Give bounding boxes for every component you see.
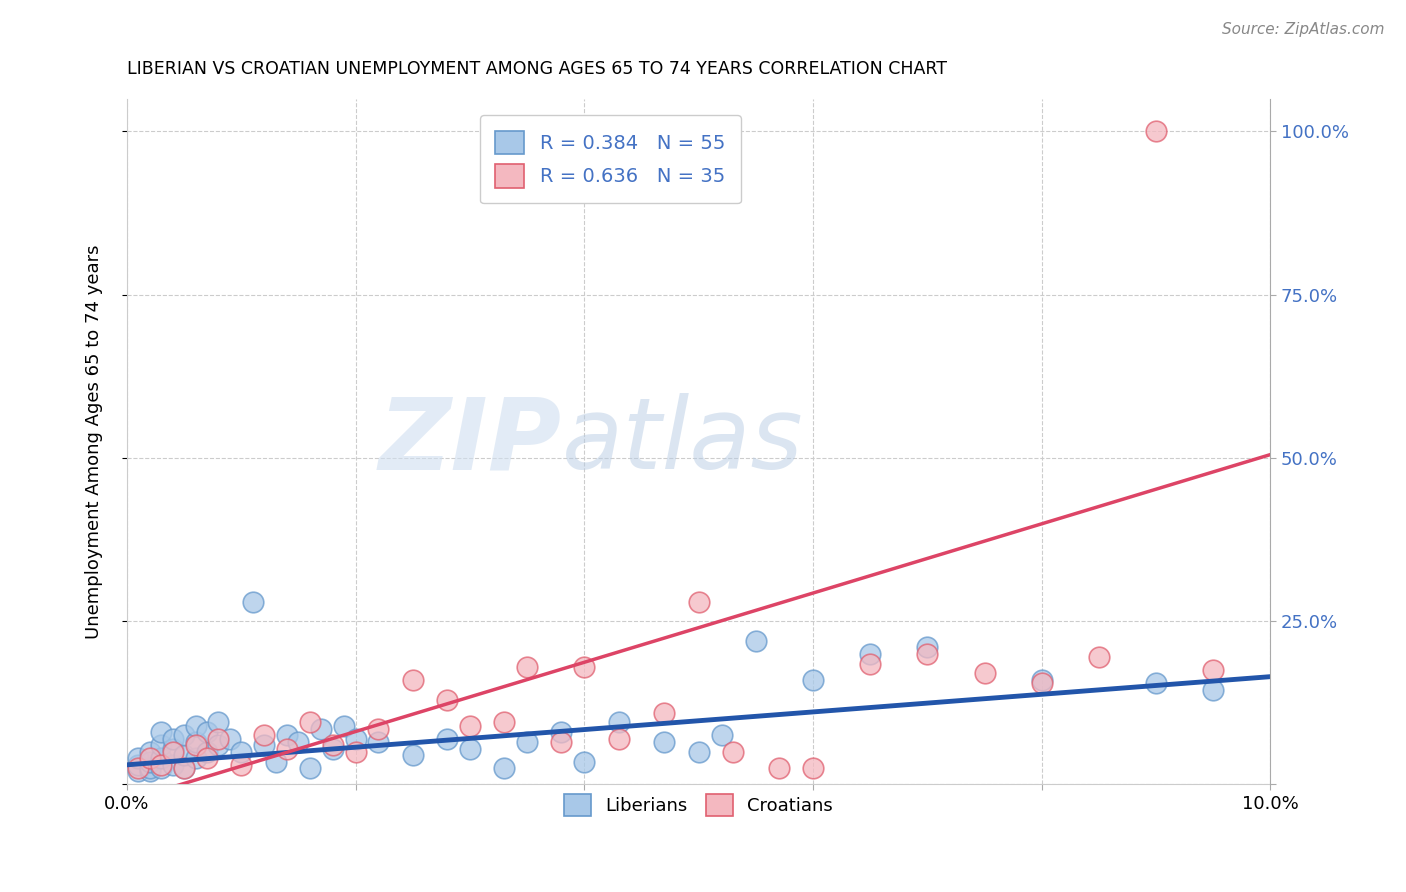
Point xyxy=(917,647,939,661)
Point xyxy=(195,751,218,765)
Point xyxy=(150,751,173,765)
Y-axis label: Unemployment Among Ages 65 to 74 years: Unemployment Among Ages 65 to 74 years xyxy=(86,244,103,639)
Point xyxy=(207,738,229,752)
Point xyxy=(231,757,253,772)
Point xyxy=(173,761,195,775)
Point xyxy=(253,728,276,742)
Point xyxy=(458,741,481,756)
Point xyxy=(494,715,516,730)
Point xyxy=(322,741,344,756)
Point xyxy=(139,751,162,765)
Point xyxy=(184,719,207,733)
Point xyxy=(195,725,218,739)
Point xyxy=(184,735,207,749)
Point xyxy=(173,747,195,762)
Point xyxy=(574,755,596,769)
Point xyxy=(745,633,768,648)
Point xyxy=(1202,682,1225,697)
Point xyxy=(322,738,344,752)
Point xyxy=(127,761,149,775)
Point xyxy=(436,692,458,706)
Point xyxy=(127,751,149,765)
Text: ZIP: ZIP xyxy=(378,393,561,490)
Point xyxy=(150,757,173,772)
Point xyxy=(150,738,173,752)
Point xyxy=(1202,663,1225,677)
Point xyxy=(139,745,162,759)
Point xyxy=(287,735,309,749)
Point xyxy=(162,745,184,759)
Point xyxy=(801,761,824,775)
Point xyxy=(276,741,298,756)
Legend: Liberians, Croatians: Liberians, Croatians xyxy=(557,787,841,823)
Point xyxy=(162,741,184,756)
Point xyxy=(231,745,253,759)
Point xyxy=(458,719,481,733)
Point xyxy=(654,735,676,749)
Point xyxy=(150,725,173,739)
Point xyxy=(298,715,321,730)
Point xyxy=(184,738,207,752)
Point xyxy=(367,722,389,736)
Point xyxy=(344,745,367,759)
Point xyxy=(253,738,276,752)
Point xyxy=(688,594,710,608)
Point xyxy=(242,594,264,608)
Point xyxy=(264,755,287,769)
Point xyxy=(162,731,184,746)
Point xyxy=(516,735,538,749)
Point xyxy=(173,761,195,775)
Point xyxy=(207,715,229,730)
Point xyxy=(494,761,516,775)
Point xyxy=(402,673,425,687)
Point xyxy=(1088,650,1111,665)
Text: Source: ZipAtlas.com: Source: ZipAtlas.com xyxy=(1222,22,1385,37)
Point xyxy=(402,747,425,762)
Point xyxy=(973,666,995,681)
Point xyxy=(859,657,882,671)
Point xyxy=(917,640,939,655)
Point xyxy=(333,719,356,733)
Text: atlas: atlas xyxy=(561,393,803,490)
Point xyxy=(139,764,162,779)
Point xyxy=(710,728,733,742)
Point xyxy=(436,731,458,746)
Point xyxy=(688,745,710,759)
Point xyxy=(607,715,630,730)
Point xyxy=(139,755,162,769)
Point xyxy=(654,706,676,720)
Point xyxy=(721,745,744,759)
Point xyxy=(311,722,333,736)
Point xyxy=(607,731,630,746)
Point xyxy=(367,735,389,749)
Point xyxy=(127,764,149,779)
Point xyxy=(344,731,367,746)
Point xyxy=(162,757,184,772)
Point xyxy=(1031,676,1053,690)
Point xyxy=(207,731,229,746)
Point xyxy=(150,761,173,775)
Point xyxy=(550,725,572,739)
Point xyxy=(768,761,790,775)
Point xyxy=(859,647,882,661)
Point xyxy=(1144,676,1167,690)
Point xyxy=(127,757,149,772)
Point xyxy=(276,728,298,742)
Point xyxy=(139,761,162,775)
Point xyxy=(1031,673,1053,687)
Point xyxy=(173,728,195,742)
Point xyxy=(801,673,824,687)
Point xyxy=(298,761,321,775)
Point xyxy=(516,660,538,674)
Point xyxy=(574,660,596,674)
Text: LIBERIAN VS CROATIAN UNEMPLOYMENT AMONG AGES 65 TO 74 YEARS CORRELATION CHART: LIBERIAN VS CROATIAN UNEMPLOYMENT AMONG … xyxy=(127,60,946,78)
Point xyxy=(218,731,240,746)
Point xyxy=(1144,124,1167,138)
Point xyxy=(184,751,207,765)
Point xyxy=(550,735,572,749)
Point xyxy=(195,745,218,759)
